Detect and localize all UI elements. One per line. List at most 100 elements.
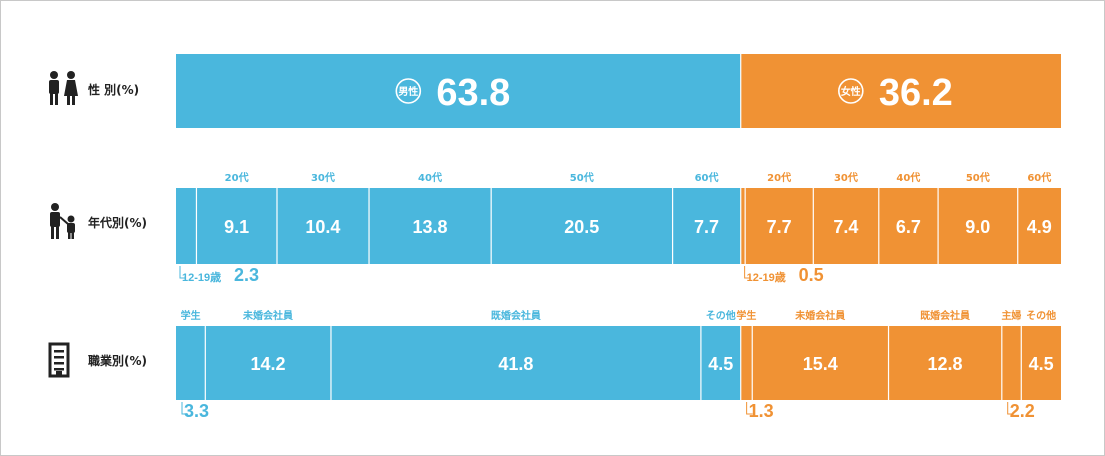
age-value-label: 7.7	[767, 217, 792, 237]
job-value-label: 15.4	[803, 354, 838, 374]
age-value-label: 4.9	[1027, 217, 1052, 237]
age-value-label: 10.4	[305, 217, 340, 237]
job-callout-bracket	[1007, 402, 1014, 415]
job-category-label: 既婚会社員	[491, 309, 541, 322]
segment-divider	[195, 188, 198, 264]
job-category-label: 学生	[736, 309, 756, 322]
job-callout-value: 3.3	[184, 401, 209, 421]
job-bar-segment	[752, 326, 889, 400]
age-callout-bracket	[744, 266, 751, 279]
age-category-label: 50代	[966, 171, 990, 184]
age-category-label: 60代	[695, 171, 719, 184]
job-category-label: その他	[1026, 309, 1056, 322]
segment-divider	[744, 188, 746, 264]
age-bar-segment	[491, 188, 673, 264]
age-value-label: 20.5	[564, 217, 599, 237]
job-category-label: 学生	[181, 309, 201, 322]
gender-badge-label: 女性	[841, 85, 861, 98]
age-category-label: 50代	[570, 171, 594, 184]
job-category-label: 主婦	[1001, 309, 1021, 322]
job-category-label: 未婚会社員	[794, 309, 845, 322]
job-value-label: 4.5	[708, 354, 733, 374]
row-label-text: 性 別(%)	[88, 82, 140, 97]
job-value-label: 14.2	[251, 354, 286, 374]
segment-divider	[368, 188, 370, 264]
segment-divider	[1017, 188, 1019, 264]
gender-bar-female	[740, 54, 1061, 128]
age-bar-segment	[740, 188, 746, 264]
row-label-text: 年代別(%)	[88, 215, 147, 230]
segment-divider	[330, 326, 332, 400]
age-callout-bracket	[179, 266, 186, 279]
job-callout-value: 1.3	[749, 401, 774, 421]
age-category-label: 40代	[896, 171, 920, 184]
age-value-label: 13.8	[412, 217, 447, 237]
row-label-age: 年代別(%)	[46, 202, 147, 242]
age-value-label: 9.1	[224, 217, 249, 237]
row-label-gender: 性 別(%)	[46, 69, 139, 109]
job-bar-segment	[176, 326, 206, 400]
segment-divider	[204, 326, 206, 400]
gender-badge-label: 男性	[398, 85, 418, 98]
age-category-label: 30代	[834, 171, 858, 184]
segment-divider	[1020, 326, 1022, 400]
age-category-label: 40代	[418, 171, 442, 184]
age-value-label: 6.7	[896, 217, 921, 237]
job-category-label: 未婚会社員	[242, 309, 293, 322]
segment-divider	[1001, 326, 1003, 400]
segment-divider	[490, 188, 492, 264]
job-callout-value: 2.2	[1010, 401, 1035, 421]
segment-divider	[751, 326, 753, 400]
gender-value: 36.2	[879, 72, 953, 114]
segment-divider	[740, 54, 742, 128]
gender-value: 63.8	[436, 72, 510, 114]
job-bar-segment	[700, 326, 741, 400]
segment-divider	[276, 188, 278, 264]
couple-icon	[49, 71, 78, 105]
row-label-text: 職業別(%)	[88, 353, 147, 368]
age-bar-segment	[672, 188, 741, 264]
job-bar-segment	[205, 326, 331, 400]
age-bar-segment	[276, 188, 369, 264]
age-value-label: 9.0	[965, 217, 990, 237]
segment-divider	[937, 188, 939, 264]
age-value-label: 7.4	[833, 217, 858, 237]
age-bar-segment	[745, 188, 814, 264]
gender-badge-circle	[395, 78, 422, 104]
segment-divider	[887, 326, 890, 400]
parent-child-icon	[50, 203, 75, 239]
building-icon	[48, 342, 70, 378]
age-bar-segment	[1017, 188, 1061, 264]
job-bar-segment	[330, 326, 701, 400]
segment-divider	[740, 188, 742, 264]
age-category-label: 60代	[1027, 171, 1051, 184]
segment-divider	[700, 326, 702, 400]
age-bar-segment	[878, 188, 938, 264]
age-callout-category: 12-19歳	[182, 270, 221, 284]
age-category-label: 30代	[311, 171, 335, 184]
age-bar-segment	[937, 188, 1018, 264]
job-bar-segment	[888, 326, 1002, 400]
gender-bar-male	[176, 54, 741, 128]
job-callout-bracket	[181, 402, 188, 415]
job-category-label: 既婚会社員	[920, 309, 970, 322]
job-category-label: その他	[706, 309, 736, 322]
age-callout-value: 2.3	[234, 265, 259, 285]
job-bar-segment	[740, 326, 753, 400]
age-callout-category: 12-19歳	[747, 270, 786, 284]
age-category-label: 20代	[225, 171, 249, 184]
job-value-label: 41.8	[498, 354, 533, 374]
age-category-label: 20代	[767, 171, 791, 184]
age-value-label: 7.7	[694, 217, 719, 237]
job-callout-bracket	[746, 402, 753, 415]
age-callout-value: 0.5	[799, 265, 824, 285]
segment-divider	[671, 188, 674, 264]
gender-badge-circle	[838, 78, 864, 104]
segment-divider	[812, 188, 814, 264]
job-value-label: 4.5	[1029, 354, 1054, 374]
age-bar-segment	[813, 188, 879, 264]
age-bar-segment	[368, 188, 492, 264]
age-bar-segment	[196, 188, 277, 264]
job-value-label: 12.8	[928, 354, 963, 374]
